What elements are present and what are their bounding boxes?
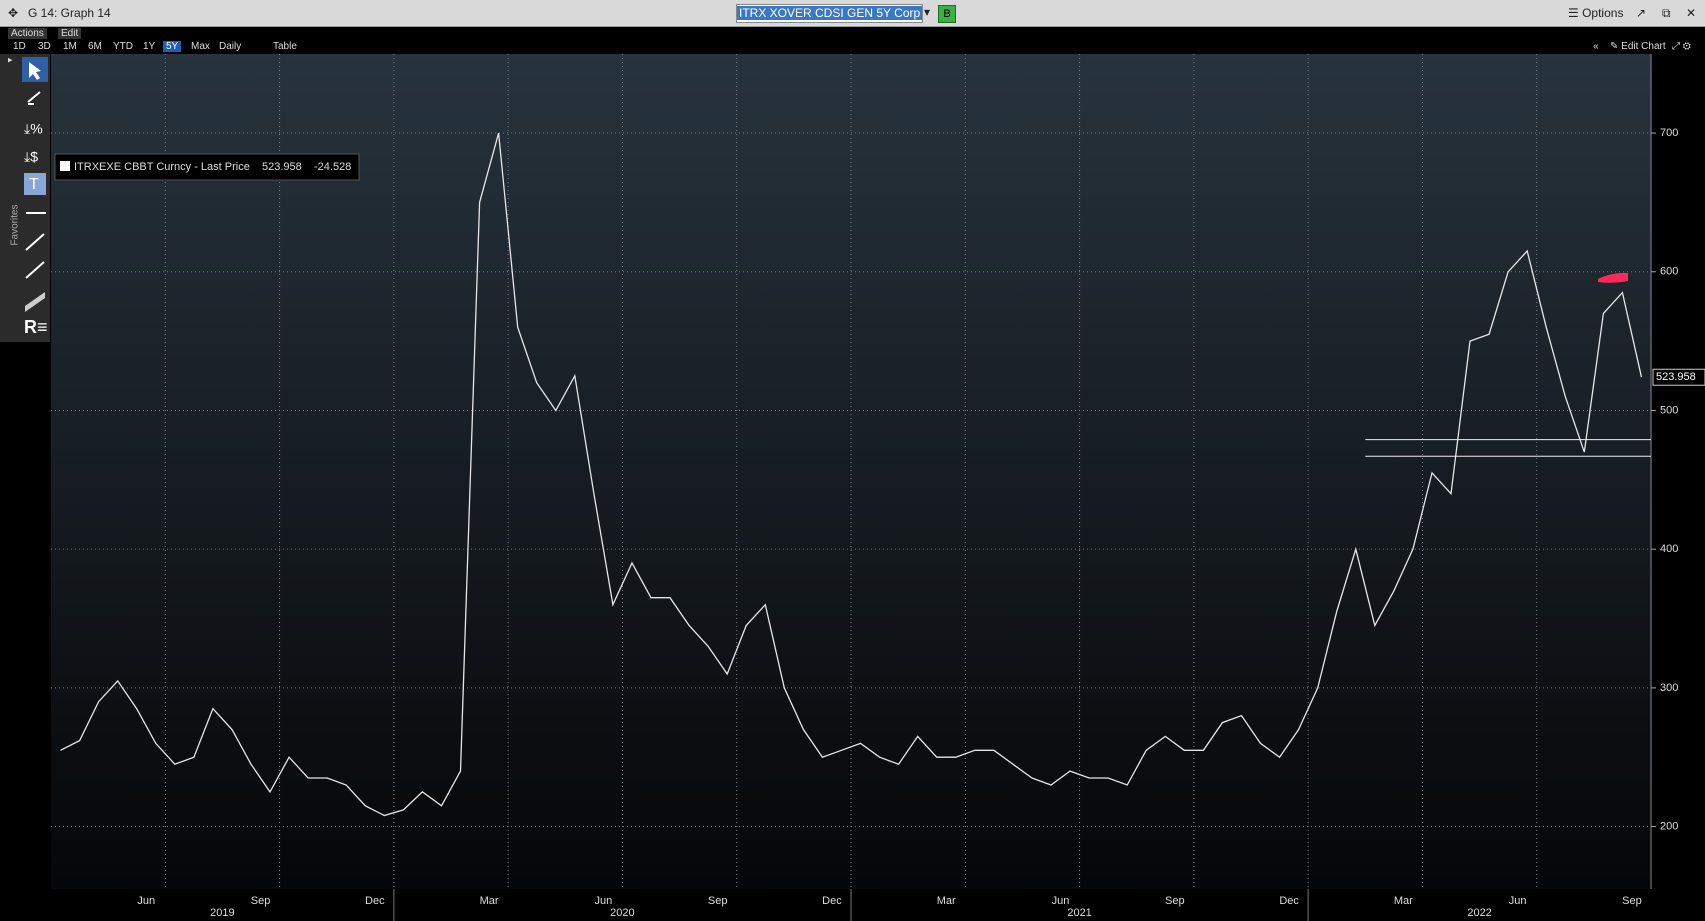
- x-tick-label: Sep: [251, 895, 271, 907]
- price-line: [60, 132, 1643, 817]
- chart-icons[interactable]: ⤢ ⚙: [1672, 41, 1691, 52]
- frequency[interactable]: Daily: [219, 41, 242, 52]
- window-icon: ✥: [8, 6, 19, 20]
- x-tick-label: Dec: [365, 895, 385, 907]
- y-tick-label: 200: [1660, 820, 1678, 832]
- axis-background: [1651, 54, 1705, 889]
- year-label: 2022: [1467, 907, 1491, 919]
- legend-swatch: [60, 161, 70, 171]
- x-tick-label: Jun: [1509, 895, 1527, 907]
- year-label: 2019: [210, 907, 234, 919]
- highlight-scribble: [1598, 272, 1628, 283]
- edit-chart[interactable]: ✎ Edit Chart: [1610, 41, 1666, 52]
- y-tick-label: 400: [1660, 543, 1678, 555]
- range[interactable]: 6M: [88, 41, 102, 52]
- options-text: Options: [1582, 6, 1624, 20]
- year-label: 2021: [1067, 907, 1091, 919]
- edit-chart-text: Edit Chart: [1621, 41, 1666, 52]
- x-tick-label: Mar: [1394, 895, 1413, 907]
- options[interactable]: ☰ Options: [1568, 6, 1624, 20]
- edit-menu[interactable]: Edit: [58, 28, 82, 39]
- x-tick-label: Mar: [480, 895, 499, 907]
- legend-last: 523.958: [262, 161, 302, 173]
- title-bar: ✥ G 14: Graph 14 ITRX XOVER CDSI GEN 5Y …: [0, 0, 1705, 27]
- toolbar: Actions Edit 1D 3D 1M 6M YTD 1Y 5Y Max D…: [0, 27, 1705, 54]
- ticker-text: ITRX XOVER CDSI GEN 5Y Corp: [737, 6, 923, 20]
- legend-box: [54, 153, 360, 181]
- last-price-label: 523.958: [1656, 371, 1696, 383]
- favorites-label: Favorites: [10, 204, 21, 245]
- ticker-input[interactable]: ITRX XOVER CDSI GEN 5Y Corp: [736, 4, 924, 23]
- x-tick-label: Sep: [708, 895, 728, 907]
- y-tick-label: 300: [1660, 682, 1678, 694]
- range[interactable]: 1M: [63, 41, 77, 52]
- dropdown[interactable]: ▾: [924, 5, 931, 19]
- x-tick-label: Jun: [137, 895, 155, 907]
- y-tick-label: 600: [1660, 266, 1678, 278]
- year-label: 2020: [610, 907, 634, 919]
- side-toolbar: ⤓% ⤓$ T R≡ ▸: [0, 54, 50, 342]
- window-title: G 14: Graph 14: [28, 6, 111, 20]
- x-tick-label: Jun: [1052, 895, 1070, 907]
- y-tick-label: 700: [1660, 127, 1678, 139]
- range[interactable]: 3D: [38, 41, 51, 52]
- range[interactable]: 1Y: [143, 41, 156, 52]
- close[interactable]: ✕: [1686, 6, 1697, 20]
- plot-background: [51, 54, 1651, 889]
- x-tick-label: Sep: [1622, 895, 1642, 907]
- range-active[interactable]: 5Y: [163, 41, 182, 52]
- svg-text:⤓%: ⤓%: [24, 121, 43, 137]
- x-tick-label: Sep: [1165, 895, 1185, 907]
- last-price-tag: [1652, 368, 1705, 386]
- range[interactable]: Max: [191, 41, 210, 52]
- collapse[interactable]: «: [1593, 41, 1599, 52]
- range[interactable]: YTD: [113, 41, 133, 52]
- x-tick-label: Mar: [937, 895, 956, 907]
- svg-text:T: T: [29, 176, 39, 193]
- svg-text:▸: ▸: [8, 54, 13, 64]
- b-button[interactable]: B: [938, 5, 956, 23]
- svg-text:⤓$: ⤓$: [24, 149, 38, 165]
- x-tick-label: Dec: [1279, 895, 1299, 907]
- table-tab[interactable]: Table: [273, 41, 297, 52]
- svg-text:R≡: R≡: [24, 317, 48, 337]
- legend-name: ITRXEXE CBBT Curncy - Last Price: [74, 161, 250, 173]
- restore[interactable]: ⧉: [1662, 6, 1671, 20]
- x-tick-label: Dec: [822, 895, 842, 907]
- popout[interactable]: ↗: [1636, 6, 1647, 20]
- legend-change: -24.528: [314, 161, 351, 173]
- y-tick-label: 500: [1660, 404, 1678, 416]
- range[interactable]: 1D: [13, 41, 26, 52]
- actions-menu[interactable]: Actions: [8, 28, 47, 39]
- x-tick-label: Jun: [595, 895, 613, 907]
